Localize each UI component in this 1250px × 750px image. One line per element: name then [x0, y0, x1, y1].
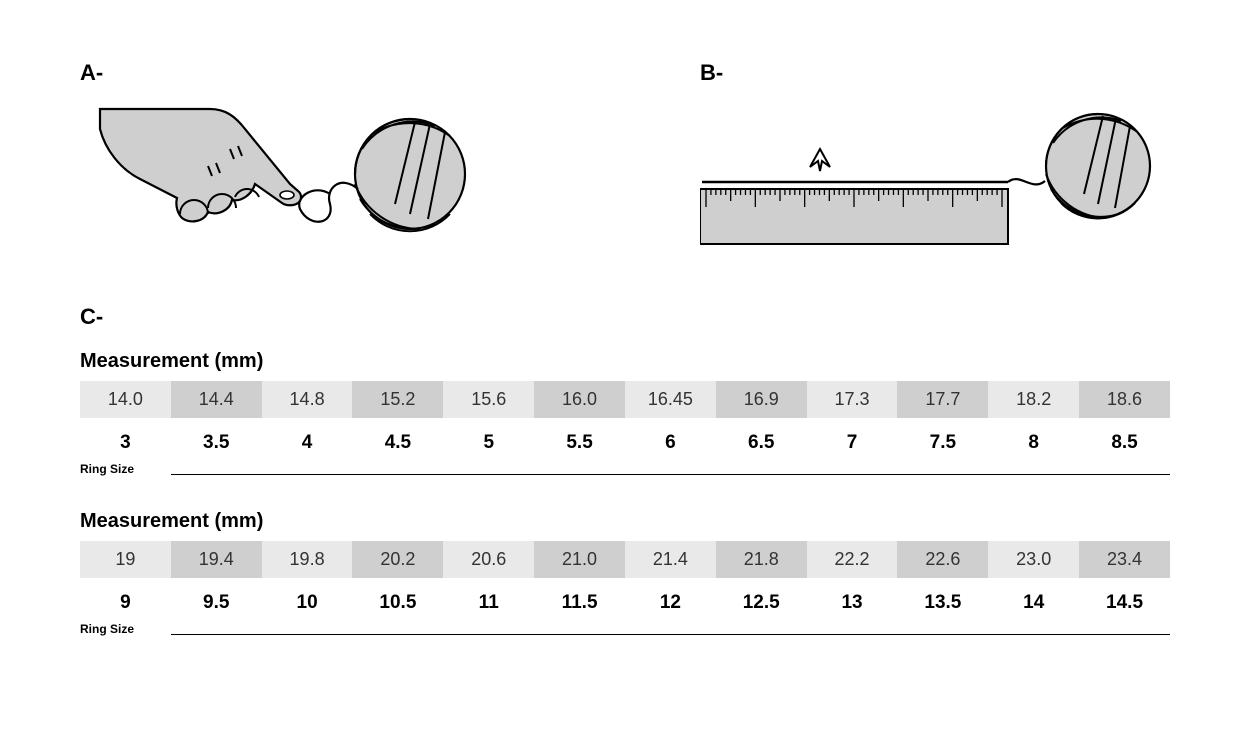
size-cell: 6	[625, 426, 716, 460]
size-cell: 5.5	[534, 426, 625, 460]
size-cell: 5	[443, 426, 534, 460]
table-title: Measurement (mm)	[80, 510, 1170, 533]
measurement-cell: 23.4	[1079, 541, 1170, 578]
illustration-a	[80, 94, 500, 254]
measurement-cell: 14.0	[80, 381, 171, 418]
size-cell: 3	[80, 426, 171, 460]
measurement-cell: 14.8	[262, 381, 353, 418]
tables-container: Measurement (mm) 14.014.414.815.215.616.0…	[80, 350, 1170, 635]
measurement-row: 1919.419.820.220.621.021.421.822.222.623…	[80, 541, 1170, 578]
measurement-cell: 17.3	[807, 381, 898, 418]
size-cell: 10.5	[352, 586, 443, 620]
measurement-row: 14.014.414.815.215.616.016.4516.917.317.…	[80, 381, 1170, 418]
panel-b-label: B-	[700, 60, 1160, 86]
size-cell: 14	[988, 586, 1079, 620]
size-cell: 12	[625, 586, 716, 620]
measurement-cell: 21.4	[625, 541, 716, 578]
measurement-cell: 16.9	[716, 381, 807, 418]
size-table: Measurement (mm)1919.419.820.220.621.021…	[80, 510, 1170, 635]
measurement-cell: 23.0	[988, 541, 1079, 578]
size-cell: 4	[262, 426, 353, 460]
size-cell: 8.5	[1079, 426, 1170, 460]
measurement-cell: 22.6	[897, 541, 988, 578]
measurement-cell: 19.8	[262, 541, 353, 578]
size-cell: 14.5	[1079, 586, 1170, 620]
measurement-cell: 17.7	[897, 381, 988, 418]
measurement-cell: 14.4	[171, 381, 262, 418]
illustration-b	[700, 94, 1160, 254]
table-underline	[80, 634, 1170, 635]
size-cell: 11.5	[534, 586, 625, 620]
panel-c-label: C-	[80, 304, 1170, 330]
size-cell: 11	[443, 586, 534, 620]
measurement-cell: 18.6	[1079, 381, 1170, 418]
table-title: Measurement (mm)	[80, 350, 1170, 373]
table-underline	[80, 474, 1170, 475]
panel-a-label: A-	[80, 60, 500, 86]
size-row: 99.51010.51111.51212.51313.51414.5	[80, 586, 1170, 620]
ruler-ball-icon	[700, 94, 1160, 254]
size-cell: 13	[807, 586, 898, 620]
size-cell: 6.5	[716, 426, 807, 460]
measurement-cell: 20.2	[352, 541, 443, 578]
size-cell: 4.5	[352, 426, 443, 460]
size-cell: 7	[807, 426, 898, 460]
measurement-cell: 16.45	[625, 381, 716, 418]
size-cell: 12.5	[716, 586, 807, 620]
measurement-cell: 18.2	[988, 381, 1079, 418]
top-illustration-row: A-	[80, 60, 1170, 254]
size-cell: 9.5	[171, 586, 262, 620]
size-cell: 8	[988, 426, 1079, 460]
measurement-cell: 22.2	[807, 541, 898, 578]
panel-a: A-	[80, 60, 500, 254]
hand-string-ball-icon	[80, 94, 500, 254]
size-cell: 10	[262, 586, 353, 620]
panel-b: B-	[700, 60, 1160, 254]
measurement-cell: 19.4	[171, 541, 262, 578]
size-cell: 13.5	[897, 586, 988, 620]
size-cell: 7.5	[897, 426, 988, 460]
size-cell: 9	[80, 586, 171, 620]
size-table: Measurement (mm) 14.014.414.815.215.616.0…	[80, 350, 1170, 475]
measurement-cell: 19	[80, 541, 171, 578]
size-row: 33.544.555.566.577.588.5	[80, 426, 1170, 460]
measurement-cell: 16.0	[534, 381, 625, 418]
measurement-cell: 21.0	[534, 541, 625, 578]
size-cell: 3.5	[171, 426, 262, 460]
measurement-cell: 15.6	[443, 381, 534, 418]
measurement-cell: 20.6	[443, 541, 534, 578]
measurement-cell: 15.2	[352, 381, 443, 418]
measurement-cell: 21.8	[716, 541, 807, 578]
